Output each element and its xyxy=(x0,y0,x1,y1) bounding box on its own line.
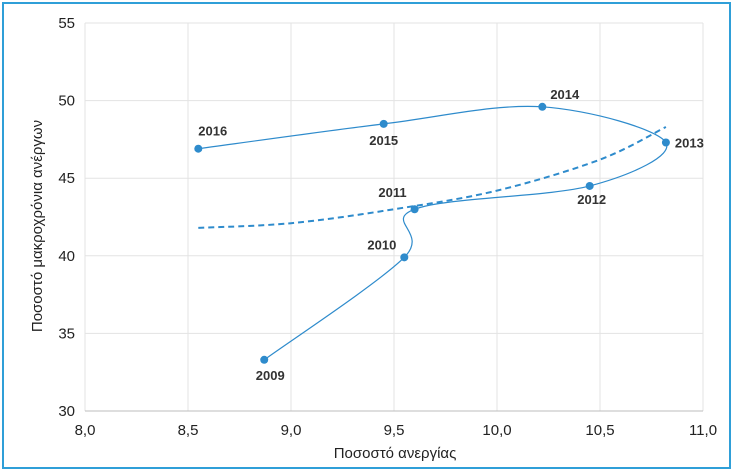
x-tick-label: 9,0 xyxy=(281,422,302,439)
y-tick-label: 30 xyxy=(58,403,75,420)
series-path xyxy=(198,105,668,361)
y-tick-labels: 30 35 40 45 50 55 xyxy=(58,15,75,420)
y-tick-label: 55 xyxy=(58,15,75,32)
x-tick-label: 11,0 xyxy=(689,422,717,439)
data-point xyxy=(379,119,388,128)
x-tick-label: 8,5 xyxy=(178,422,199,439)
y-axis-title: Ποσοστό μακροχρόνια ανέργων xyxy=(29,120,46,332)
grid xyxy=(84,22,704,412)
data-point-label: 2014 xyxy=(550,87,580,102)
trendline xyxy=(198,126,667,229)
data-point-label: 2009 xyxy=(256,368,285,383)
y-tick-label: 45 xyxy=(58,170,75,187)
y-tick-label: 35 xyxy=(58,325,75,342)
y-tick-label: 50 xyxy=(58,93,75,110)
x-axis-title: Ποσοστό ανεργίας xyxy=(334,445,457,462)
data-point xyxy=(661,138,670,147)
series-line xyxy=(198,105,668,361)
data-point-label: 2010 xyxy=(367,237,396,252)
data-point-label: 2015 xyxy=(369,133,398,148)
chart-frame xyxy=(2,2,731,469)
data-point xyxy=(538,102,547,111)
trendline-path xyxy=(198,126,667,229)
data-point xyxy=(260,355,269,364)
x-tick-label: 10,0 xyxy=(482,422,511,439)
data-point xyxy=(410,205,419,214)
x-tick-label: 8,0 xyxy=(75,422,96,439)
data-point-label: 2011 xyxy=(378,185,406,200)
data-point-label: 2013 xyxy=(675,136,704,151)
x-tick-label: 10,5 xyxy=(585,422,614,439)
data-point xyxy=(194,144,203,153)
x-tick-labels: 8,0 8,5 9,0 9,5 10,0 10,5 11,0 xyxy=(75,422,717,439)
x-tick-label: 9,5 xyxy=(384,422,405,439)
data-point xyxy=(585,181,594,190)
y-tick-label: 40 xyxy=(58,248,75,265)
data-point xyxy=(400,253,409,262)
data-point-label: 2016 xyxy=(198,124,227,139)
data-points: 2009 2010 2011 2012 2013 2014 2015 2016 xyxy=(194,87,704,383)
data-point-label: 2012 xyxy=(577,192,606,207)
